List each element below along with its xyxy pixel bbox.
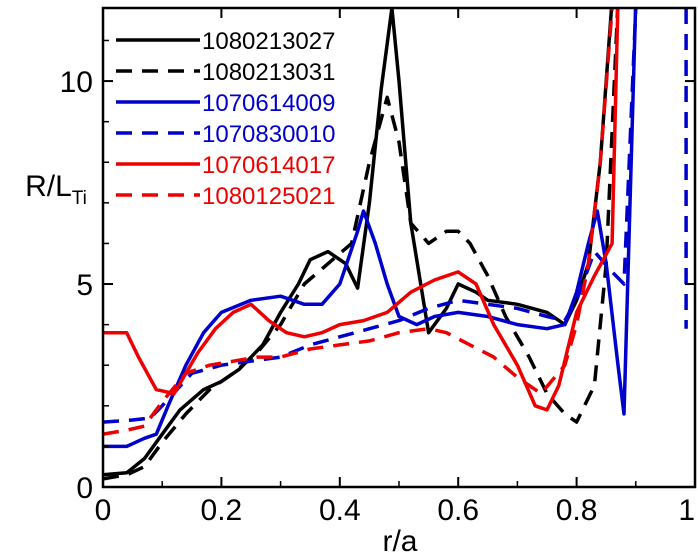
series-line-1070830010	[103, 8, 638, 424]
legend-label-1080125021: 1080125021	[202, 183, 335, 210]
legend: 1080213027 1080213031 1070614009 1070830010…	[116, 28, 335, 210]
x-tick-label: 0.8	[556, 494, 598, 527]
legend-label-1080213031: 1080213031	[202, 59, 335, 86]
x-tick-label: 0.2	[201, 494, 243, 527]
y-tick-label: 5	[76, 269, 93, 302]
x-tick-label: 0.6	[437, 494, 479, 527]
series-line-1070614017	[103, 8, 620, 412]
ticks-layer	[102, 8, 696, 488]
y-axis-title-main: R/L	[25, 170, 72, 203]
y-tick-label: 10	[60, 66, 93, 99]
y-axis-title-subscript: Ti	[72, 188, 87, 209]
legend-label-1070614009: 1070614009	[202, 90, 335, 117]
legend-label-1070830010: 1070830010	[202, 121, 335, 148]
x-tick-label: 0	[95, 494, 112, 527]
y-tick-label: 0	[76, 472, 93, 505]
x-tick-label: 1	[678, 494, 695, 527]
series-layer	[103, 8, 688, 481]
y-axis-title: R/LTi	[25, 170, 87, 209]
legend-label-1080213027: 1080213027	[202, 28, 335, 55]
x-axis-title: r/a	[382, 525, 417, 554]
x-tick-label: 0.4	[319, 494, 361, 527]
series-line-1080125021	[103, 8, 614, 436]
legend-label-1070614017: 1070614017	[202, 152, 335, 179]
series-line-1070614009	[103, 8, 638, 449]
